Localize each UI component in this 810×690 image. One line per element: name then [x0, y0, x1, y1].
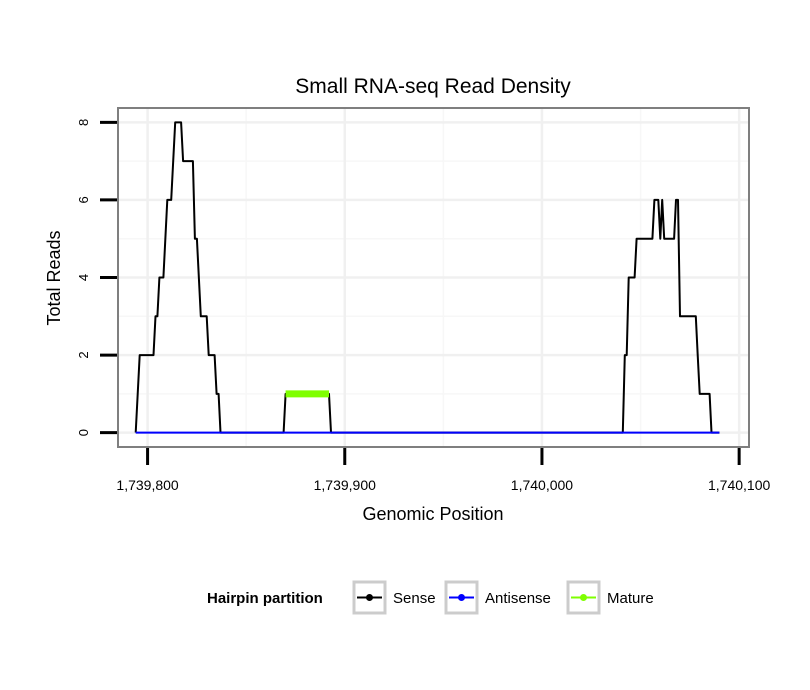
- legend: Hairpin partition Sense Antisense Mature: [207, 580, 654, 615]
- x-tick-label: 1,740,100: [708, 477, 770, 493]
- legend-key-point: [580, 594, 587, 601]
- legend-title: Hairpin partition: [207, 590, 323, 607]
- plot-area: [117, 107, 750, 448]
- y-tick-label: 0: [76, 429, 91, 436]
- chart-title: Small RNA-seq Read Density: [295, 75, 571, 98]
- legend-key-point: [366, 594, 373, 601]
- legend-label-antisense: Antisense: [485, 590, 551, 607]
- y-tick-label: 2: [76, 351, 91, 358]
- legend-label-sense: Sense: [393, 590, 436, 607]
- y-axis-label: Total Reads: [44, 230, 64, 325]
- y-tick-label: 8: [76, 119, 91, 126]
- x-tick-label: 1,740,000: [511, 477, 573, 493]
- y-tick-label: 4: [76, 274, 91, 281]
- axes: 0 2 4 6 8 1,739,800 1,739,900 1,740,000 1,740,10…: [76, 119, 770, 493]
- x-tick-label: 1,739,900: [314, 477, 376, 493]
- x-tick-label: 1,739,800: [116, 477, 178, 493]
- x-axis-label: Genomic Position: [362, 504, 503, 524]
- y-tick-label: 6: [76, 196, 91, 203]
- plot-panel-border: [117, 107, 750, 448]
- legend-label-mature: Mature: [607, 590, 654, 607]
- legend-key-point: [458, 594, 465, 601]
